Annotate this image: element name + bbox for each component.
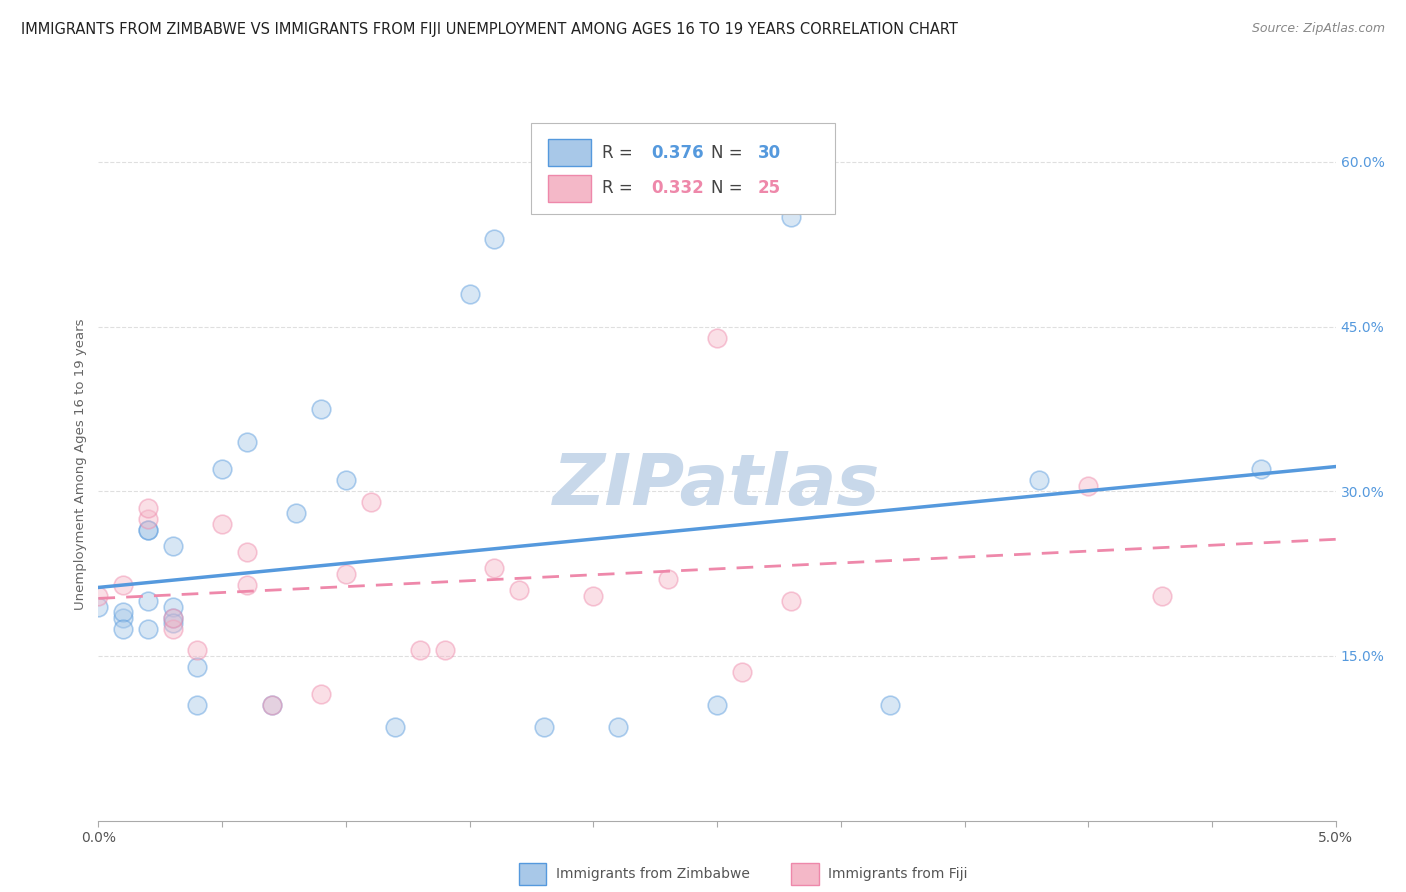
Point [112,605,135,619]
Point [186,698,208,713]
Point [879,698,901,713]
Point [731,665,754,680]
Point [162,599,184,614]
FancyBboxPatch shape [547,175,591,202]
Y-axis label: Unemployment Among Ages 16 to 19 years: Unemployment Among Ages 16 to 19 years [75,318,87,609]
Point [112,577,135,591]
Point [1250,462,1272,476]
Text: 0.332: 0.332 [651,179,704,197]
Point [136,523,159,537]
Point [533,720,555,734]
Point [136,500,159,515]
Point [162,615,184,630]
Point [657,572,679,586]
Point [236,434,259,449]
Text: N =: N = [711,144,748,161]
Point [1028,473,1050,487]
Point [309,687,332,701]
Point [260,698,283,713]
Point [136,512,159,526]
Point [87,589,110,603]
Point [706,330,728,344]
Point [409,643,432,657]
Text: Source: ZipAtlas.com: Source: ZipAtlas.com [1251,22,1385,36]
Point [211,517,233,532]
FancyBboxPatch shape [792,863,818,885]
Point [582,589,605,603]
Text: Immigrants from Zimbabwe: Immigrants from Zimbabwe [557,867,749,881]
Text: IMMIGRANTS FROM ZIMBABWE VS IMMIGRANTS FROM FIJI UNEMPLOYMENT AMONG AGES 16 TO 1: IMMIGRANTS FROM ZIMBABWE VS IMMIGRANTS F… [21,22,957,37]
Point [508,583,530,598]
Point [87,599,110,614]
Point [335,473,357,487]
Text: 25: 25 [758,179,780,197]
Point [186,660,208,674]
Point [433,643,456,657]
Point [112,622,135,636]
Point [162,610,184,624]
Point [136,622,159,636]
Text: Immigrants from Fiji: Immigrants from Fiji [828,867,967,881]
Point [484,561,506,575]
Point [607,720,630,734]
Point [260,698,283,713]
FancyBboxPatch shape [531,123,835,214]
Point [236,577,259,591]
Point [136,594,159,608]
Point [162,610,184,624]
Point [458,286,481,301]
FancyBboxPatch shape [547,139,591,166]
Point [309,401,332,416]
Point [1152,589,1174,603]
Point [780,594,803,608]
Point [1077,479,1099,493]
Text: N =: N = [711,179,748,197]
Point [112,610,135,624]
Text: R =: R = [602,144,638,161]
Point [236,544,259,558]
Point [335,566,357,581]
Point [706,698,728,713]
Text: ZIPatlas: ZIPatlas [554,450,880,520]
Text: 0.376: 0.376 [651,144,704,161]
Point [186,643,208,657]
FancyBboxPatch shape [519,863,547,885]
Point [285,506,308,520]
Point [162,622,184,636]
Point [162,539,184,553]
Point [211,462,233,476]
Text: 30: 30 [758,144,780,161]
Text: R =: R = [602,179,638,197]
Point [136,523,159,537]
Point [484,232,506,246]
Point [384,720,406,734]
Point [780,210,803,224]
Point [360,495,382,509]
